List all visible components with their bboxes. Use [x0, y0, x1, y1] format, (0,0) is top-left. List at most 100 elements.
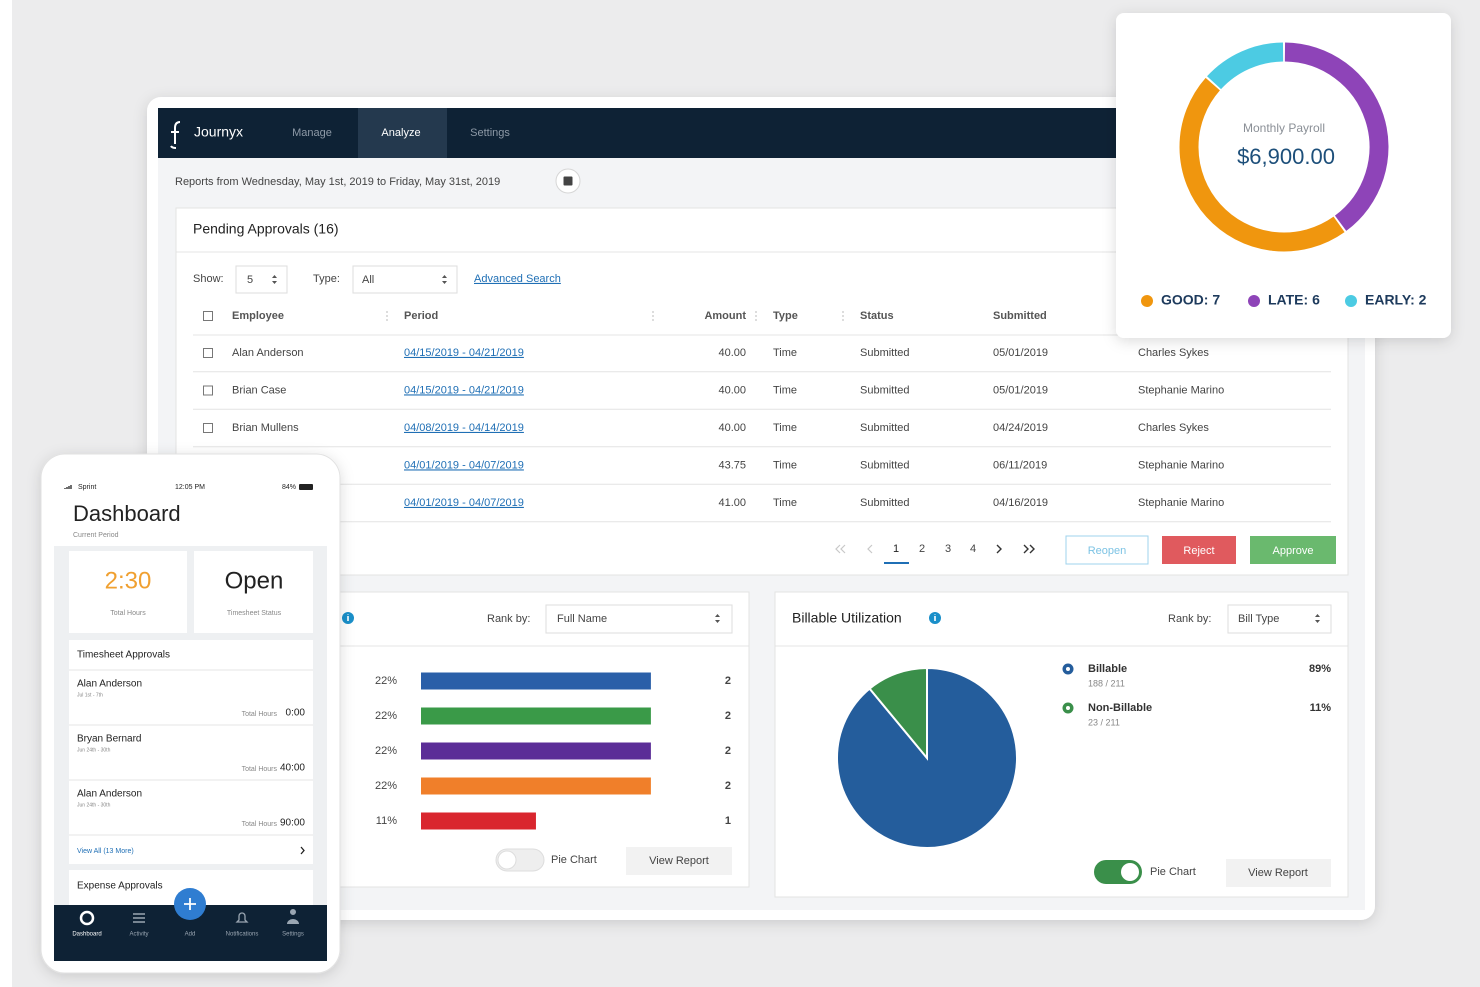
- report-range: Reports from Wednesday, May 1st, 2019 to…: [175, 176, 500, 188]
- page-link[interactable]: 2: [919, 543, 925, 555]
- checkbox[interactable]: [203, 311, 213, 321]
- donut-title: Monthly Payroll: [1243, 121, 1325, 135]
- legend-dot-center: [1066, 667, 1070, 671]
- item-hours-label: Total Hours: [242, 766, 278, 773]
- reopen-button[interactable]: [1065, 535, 1149, 565]
- checkbox[interactable]: [203, 385, 213, 396]
- cell: Time: [773, 459, 797, 471]
- section-title: Timesheet Approvals: [77, 650, 170, 661]
- cell: Submitted: [860, 384, 910, 396]
- panel-title: Billable Utilization: [792, 610, 902, 626]
- item-hours: 0:00: [286, 708, 306, 719]
- cell: 41.00: [718, 497, 746, 509]
- column-header: Submitted: [993, 310, 1047, 322]
- legend-sublabel: 23 / 211: [1088, 717, 1120, 727]
- legend-label: Non-Billable: [1088, 702, 1152, 714]
- nav-item[interactable]: Manage: [292, 127, 332, 139]
- add-glyph: [184, 898, 196, 910]
- signal-icon: [64, 485, 72, 489]
- period-link[interactable]: 04/01/2019 - 04/07/2019: [404, 497, 524, 509]
- period-link[interactable]: 04/15/2019 - 04/21/2019: [404, 384, 524, 396]
- column-header: Type: [773, 310, 798, 322]
- bar: [421, 707, 651, 725]
- label: Rank by:: [487, 613, 530, 625]
- cell: Time: [773, 422, 797, 434]
- item-name[interactable]: Alan Anderson: [77, 789, 142, 800]
- page-link[interactable]: 1: [893, 543, 899, 555]
- bar: [421, 672, 651, 690]
- item-period: Jun 24th - 30th: [77, 802, 111, 808]
- nav-item[interactable]: Settings: [470, 127, 510, 139]
- view-report-button[interactable]: [1226, 859, 1331, 887]
- bar-count: 2: [725, 780, 731, 792]
- column-header: Period: [404, 310, 438, 322]
- view-report-button[interactable]: [626, 847, 732, 875]
- payroll-card: [1116, 13, 1451, 338]
- reject-button[interactable]: [1162, 536, 1236, 564]
- button-label: View Report: [1248, 867, 1308, 879]
- tile-value: Open: [225, 567, 284, 594]
- bar-percent: 22%: [375, 780, 397, 792]
- period-link[interactable]: 04/01/2019 - 04/07/2019: [404, 459, 524, 471]
- pager-next[interactable]: [996, 544, 1035, 554]
- pie-chart: Billable 188 / 211 89% Non-Billable 23 / 211…: [836, 663, 1332, 849]
- tab-label[interactable]: Notifications: [226, 932, 259, 938]
- item-name[interactable]: Alan Anderson: [77, 679, 142, 690]
- brand: Journyx: [194, 124, 243, 140]
- column-header: Status: [860, 310, 894, 322]
- calendar-icon: [563, 176, 573, 186]
- item-hours: 40:00: [280, 763, 305, 774]
- cell: Charles Sykes: [1138, 422, 1209, 434]
- advanced-search[interactable]: Advanced Search: [474, 273, 561, 285]
- select-arrows: [1315, 614, 1320, 623]
- checkbox[interactable]: [203, 348, 213, 358]
- item-hours-label: Total Hours: [242, 821, 278, 828]
- toggle-knob: [1121, 863, 1139, 881]
- tab-icon: [287, 909, 299, 924]
- donut-segment: [1179, 77, 1345, 252]
- bill-type-select[interactable]: [1227, 604, 1332, 634]
- type-select[interactable]: [352, 265, 458, 294]
- legend-percent: 11%: [1310, 702, 1332, 714]
- checkbox[interactable]: [203, 423, 213, 433]
- cell: 05/01/2019: [993, 384, 1048, 396]
- tab-labels: Dashboard Activity Add Notifications Setting…: [72, 932, 304, 938]
- pager-prev[interactable]: [835, 544, 873, 554]
- nav-item[interactable]: Analyze: [381, 127, 420, 139]
- phone-subtitle: Current Period: [73, 532, 119, 539]
- phone-title: Dashboard: [73, 501, 181, 526]
- rank-select[interactable]: [545, 604, 733, 634]
- tile[interactable]: [194, 551, 313, 633]
- legend-label: LATE: 6: [1268, 292, 1320, 308]
- toggle-label: Pie Chart: [551, 854, 597, 866]
- period-link[interactable]: 04/08/2019 - 04/14/2019: [404, 422, 524, 434]
- cell: Time: [773, 384, 797, 396]
- tab-label[interactable]: Settings: [282, 932, 304, 938]
- tile-value: 2:30: [105, 567, 152, 594]
- nav-active-tab: [358, 108, 447, 158]
- button-label: View Report: [649, 855, 709, 867]
- tile[interactable]: [69, 551, 187, 633]
- battery-level: 84%: [282, 484, 296, 491]
- bar-count: 2: [725, 710, 731, 722]
- legend-label: Billable: [1088, 663, 1127, 675]
- cell: 06/11/2019: [993, 459, 1047, 471]
- tab-label[interactable]: Activity: [129, 932, 148, 938]
- legend-dot: [1141, 295, 1153, 307]
- period-link[interactable]: 04/15/2019 - 04/21/2019: [404, 347, 524, 359]
- page-link[interactable]: 4: [970, 543, 976, 555]
- show-select[interactable]: [235, 265, 288, 294]
- approval-items: Alan Anderson Jul 1st - 7th Total Hours 0:0…: [69, 669, 313, 836]
- cell: Submitted: [860, 347, 910, 359]
- button-label: Reopen: [1088, 545, 1127, 557]
- view-all[interactable]: View All (13 More): [77, 848, 134, 855]
- item-name[interactable]: Bryan Bernard: [77, 734, 141, 745]
- tab-label[interactable]: Dashboard: [72, 932, 101, 938]
- approve-button[interactable]: [1250, 536, 1336, 564]
- bar-percent: 22%: [375, 745, 397, 757]
- cell: Submitted: [860, 497, 910, 509]
- cell: 43.75: [718, 459, 746, 471]
- tab-label[interactable]: Add: [185, 932, 196, 938]
- select-value: Full Name: [557, 613, 607, 625]
- page-link[interactable]: 3: [945, 543, 951, 555]
